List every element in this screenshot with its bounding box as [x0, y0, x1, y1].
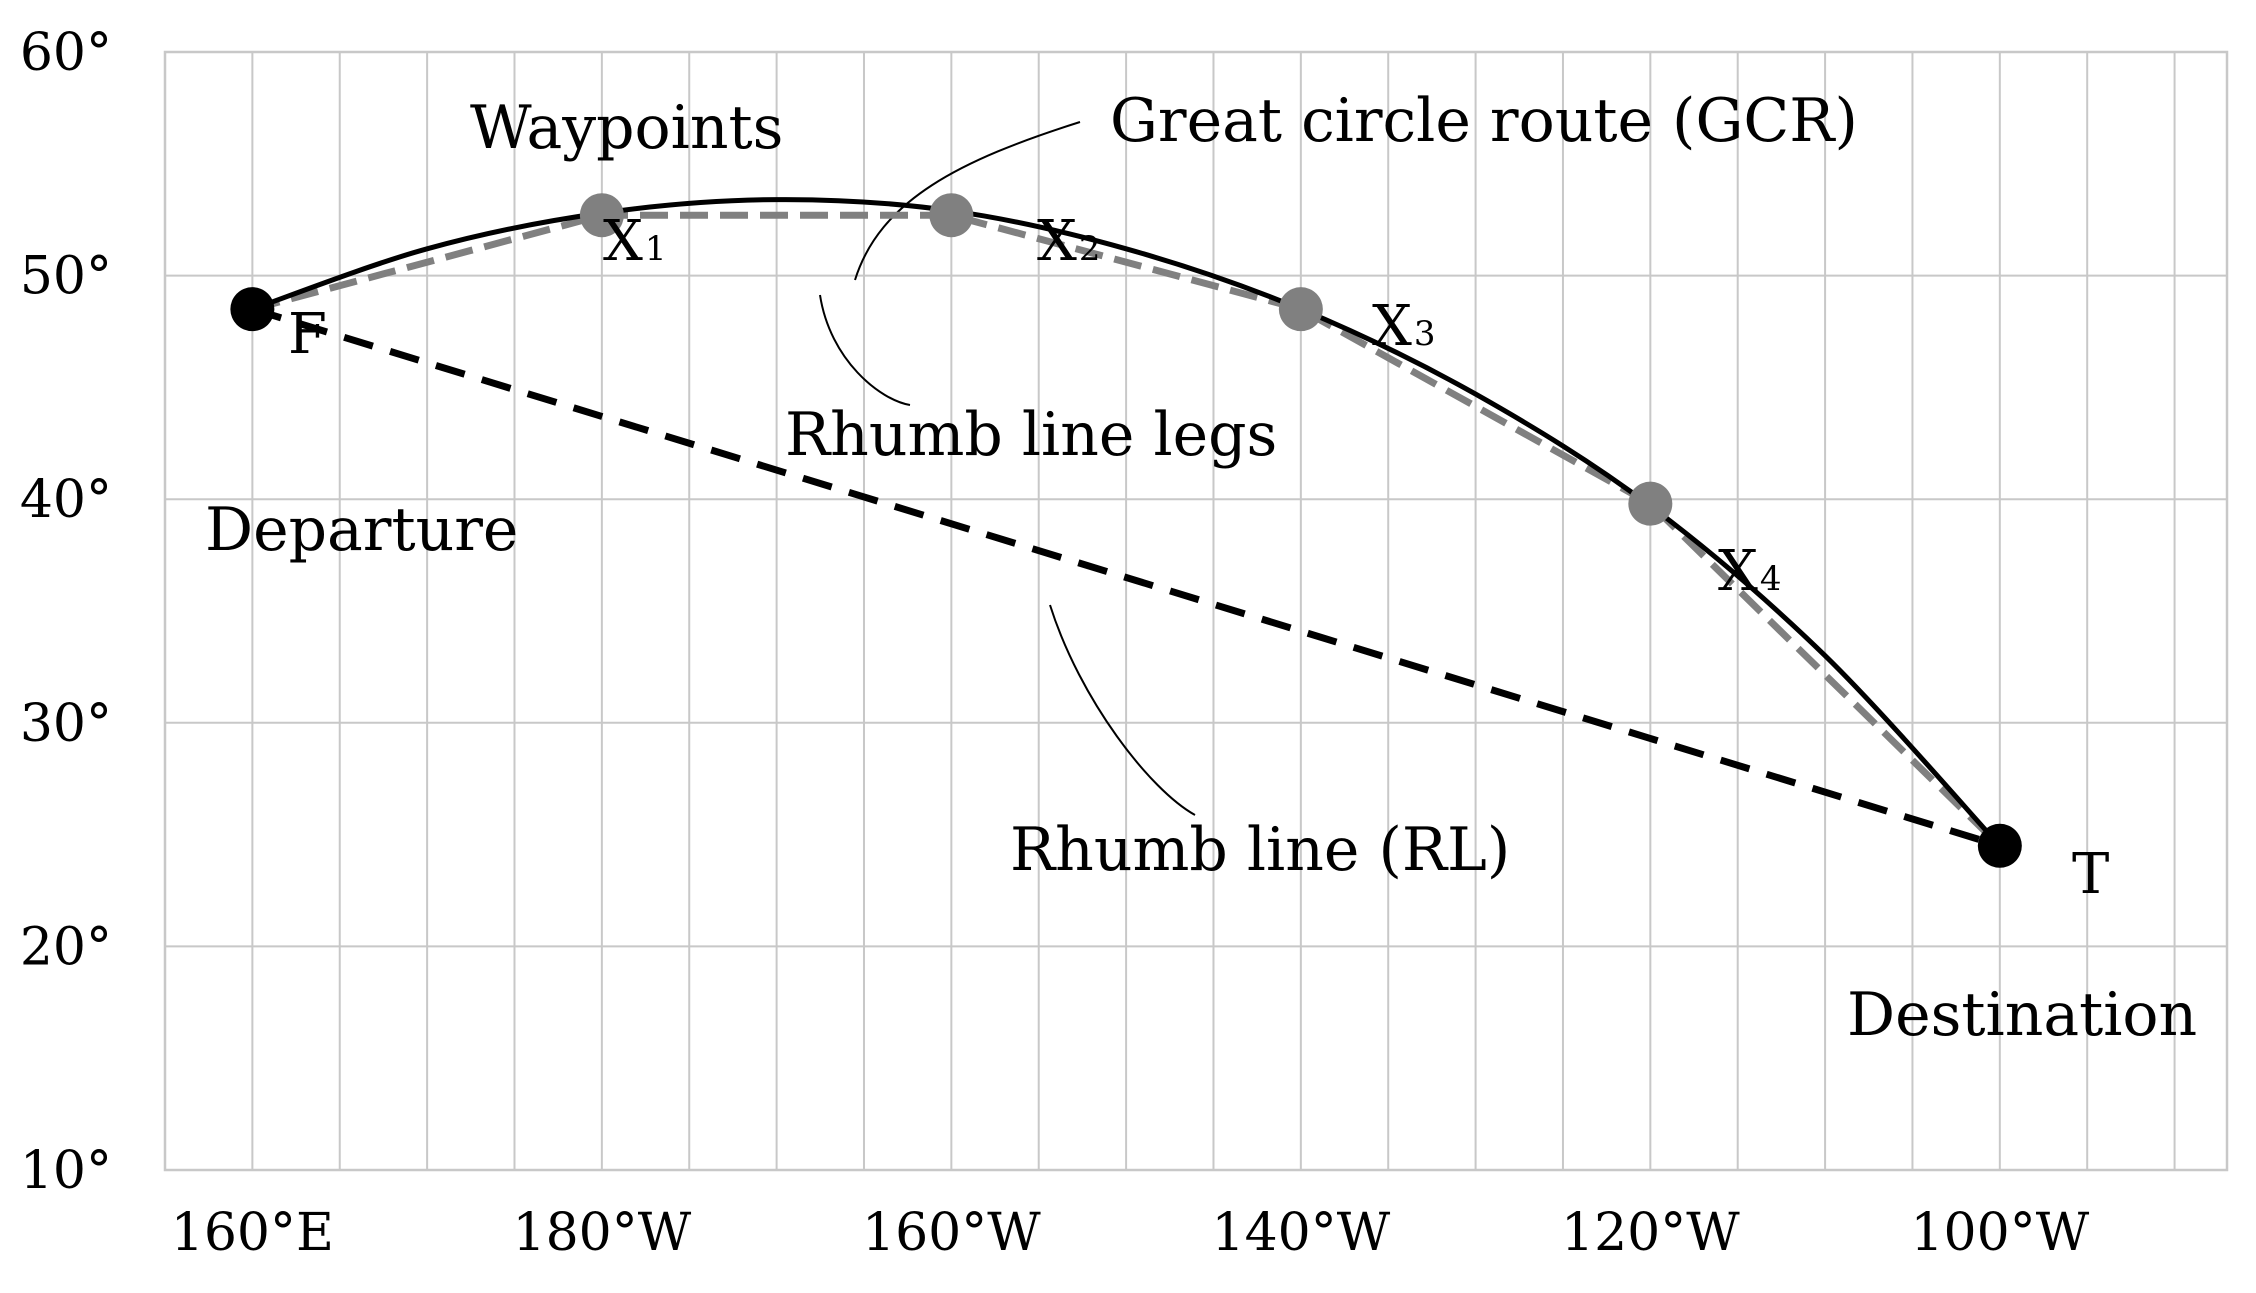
label-x2-base: X [1037, 209, 1077, 274]
label-x3-base: X [1372, 294, 1412, 359]
label-rhumb-line: Rhumb line (RL) [1010, 815, 1510, 885]
label-departure: Departure [205, 495, 518, 565]
label-great-circle-route: Great circle route (GCR) [1110, 86, 1858, 156]
label-x2: X2 [1037, 209, 1101, 274]
label-x2-sub: 2 [1079, 229, 1101, 269]
point-marker-t [1977, 823, 2022, 868]
label-x1-base: X [603, 209, 643, 274]
point-marker-x3 [1278, 287, 1323, 332]
y-tick-label: 50° [20, 247, 112, 307]
y-tick-label: 10° [20, 1141, 112, 1201]
plot-border [163, 50, 2229, 1172]
point-marker-x2 [929, 193, 974, 238]
great-circle-route-series [251, 197, 2002, 848]
axes: 10°20°30°40°50°60°160°E 180°W 160°W 140°W 12… [20, 23, 2090, 1263]
leader-line-rhumb-legs [819, 294, 911, 406]
label-waypoints: Waypoints [470, 93, 783, 163]
y-tick-label: 20° [20, 917, 112, 977]
y-tick-label: 40° [20, 470, 112, 530]
waypoint-markers [230, 193, 2022, 868]
label-departure-f: F [288, 302, 327, 367]
label-x3: X3 [1372, 294, 1436, 359]
series [251, 197, 2003, 850]
label-x4: X4 [1718, 539, 1782, 604]
label-x3-sub: 3 [1414, 314, 1436, 354]
x-tick-label: 160°W [862, 1203, 1041, 1263]
label-x4-base: X [1718, 539, 1758, 604]
x-tick-label: 100°W [1910, 1203, 2089, 1263]
point-marker-x1 [579, 193, 624, 238]
point-marker-x4 [1628, 481, 1673, 526]
x-tick-label: 140°W [1211, 1203, 1390, 1263]
rhumb-line-legs-series [251, 211, 2003, 849]
label-x1: X1 [603, 209, 667, 274]
grid [163, 50, 2229, 1172]
rhumb-line-series [251, 305, 2001, 850]
label-rhumb-line-legs: Rhumb line legs [785, 400, 1277, 470]
label-destination: Destination [1847, 980, 2197, 1050]
x-tick-label: 180°W [513, 1203, 692, 1263]
leader-line-gcr [854, 121, 1081, 281]
label-x4-sub: 4 [1760, 559, 1782, 599]
x-tick-label: 160°E [171, 1203, 334, 1263]
point-marker-f [230, 287, 275, 332]
label-destination-t: T [2072, 842, 2109, 907]
label-x1-sub: 1 [645, 229, 667, 269]
leader-line-rhumb-line [1049, 604, 1196, 816]
leader-lines [819, 121, 1196, 816]
y-tick-label: 30° [20, 694, 112, 754]
y-tick-label: 60° [20, 23, 112, 83]
x-tick-label: 120°W [1561, 1203, 1740, 1263]
